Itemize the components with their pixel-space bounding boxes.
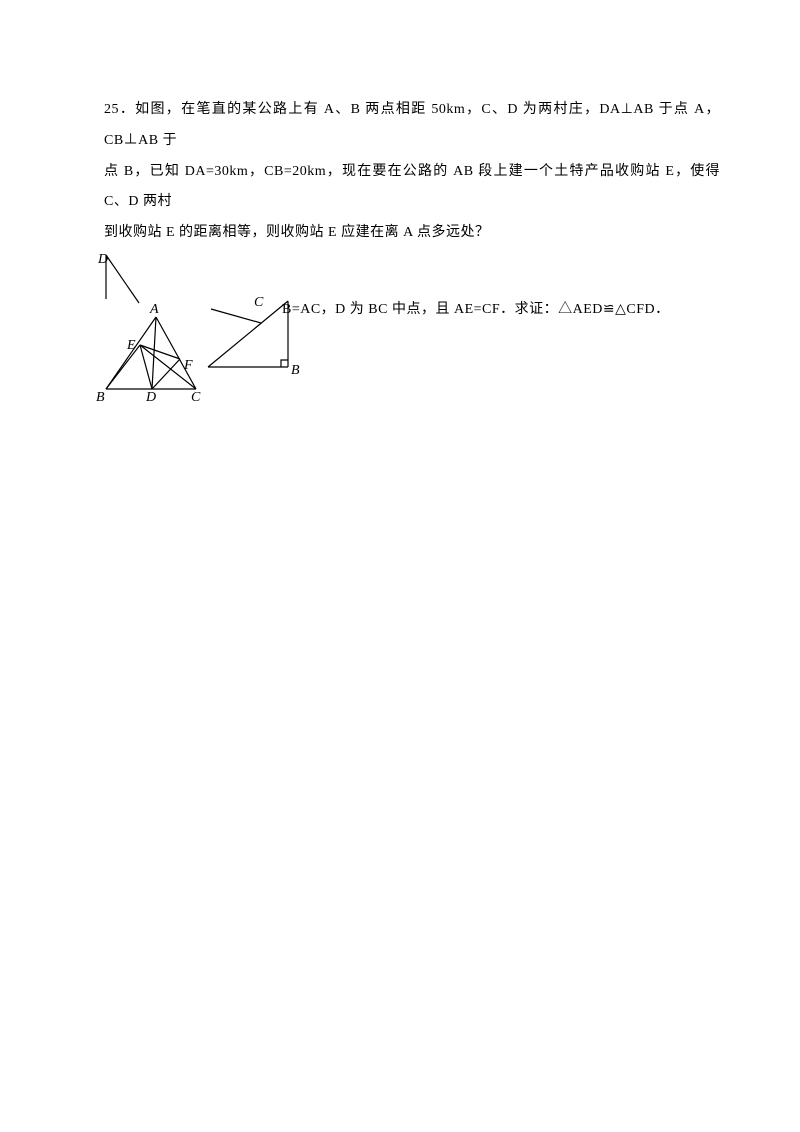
figure-row: D A E F B D C C B B=AC，D 为 BC 中点，且 AE=CF… [104, 251, 720, 431]
label-D2: D [145, 390, 156, 405]
inline-problem-content: B=AC，D 为 BC 中点，且 AE=CF．求证：△AED≌△CFD． [282, 302, 670, 317]
problem-line2: 点 B，已知 DA=30km，CB=20km，现在要在公路的 AB 段上建一个土… [104, 164, 720, 210]
problem-25-text: 25．如图，在笔直的某公路上有 A、B 两点相距 50km，C、D 为两村庄，D… [104, 95, 720, 249]
label-C2: C [254, 295, 264, 310]
geometry-figure: D A E F B D C C B [96, 251, 311, 426]
problem-number: 25． [104, 102, 135, 117]
label-D: D [97, 252, 108, 267]
label-C: C [191, 390, 201, 405]
label-B: B [96, 390, 105, 405]
label-E: E [126, 338, 136, 353]
problem-line1: 如图，在笔直的某公路上有 A、B 两点相距 50km，C、D 为两村庄，DA⊥A… [104, 102, 720, 148]
label-A: A [149, 302, 159, 317]
label-F: F [183, 358, 193, 373]
document-page: 25．如图，在笔直的某公路上有 A、B 两点相距 50km，C、D 为两村庄，D… [0, 0, 800, 431]
inline-problem-text: B=AC，D 为 BC 中点，且 AE=CF．求证：△AED≌△CFD． [282, 295, 670, 326]
label-B2: B [291, 363, 300, 378]
problem-line3: 到收购站 E 的距离相等，则收购站 E 应建在离 A 点多远处？ [104, 225, 489, 240]
